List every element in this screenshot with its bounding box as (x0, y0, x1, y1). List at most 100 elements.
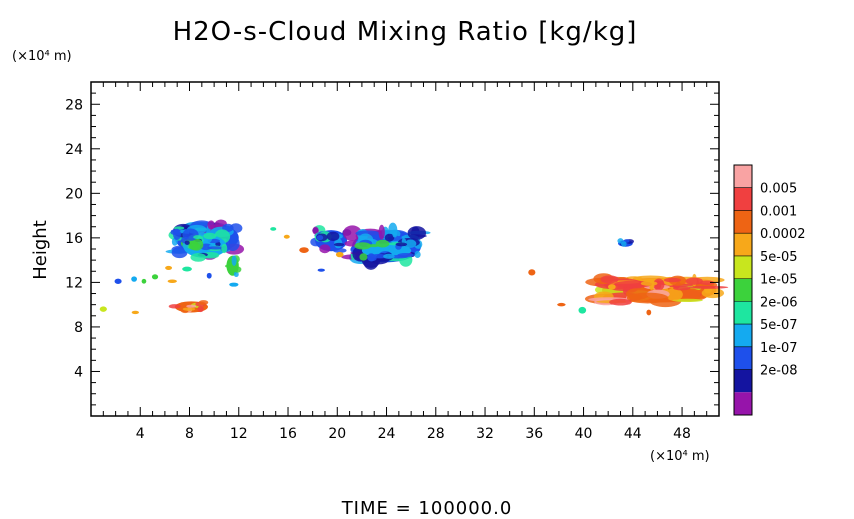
cloud-speckle (333, 248, 347, 254)
cloud-fragment (99, 306, 107, 312)
cloud-speckle (383, 253, 395, 259)
cloud-fragment (131, 276, 138, 282)
x-tick-label: 44 (624, 426, 642, 442)
y-tick-label: 24 (65, 142, 83, 158)
colorbar-label: 2e-06 (760, 295, 798, 310)
colorbar: 0.005 0.001 0.0002 5e-05 1e-05 2e-06 5e-07 1e-0… (733, 164, 806, 416)
y-tick-label: 20 (65, 186, 83, 202)
colorbar-swatch (734, 301, 752, 325)
colorbar-label: 0.001 (760, 204, 797, 219)
x-tick-labels: 4 8 12 16 20 24 28 32 36 40 44 48 (136, 426, 691, 442)
cloud-speckle (207, 246, 225, 250)
colorbar-label: 5e-05 (760, 250, 798, 265)
cloud-speckle (654, 280, 662, 290)
colorbar-swatch (734, 346, 752, 370)
x-tick-label: 20 (328, 426, 346, 442)
cloud-speckle (203, 232, 217, 240)
cloud-speckle (316, 235, 324, 241)
cloud-speckle (197, 305, 204, 313)
cloud-speckle (193, 235, 202, 240)
cloud-speckle (190, 253, 207, 262)
y-tick-label: 16 (65, 231, 83, 247)
cloud-fragment (608, 284, 616, 290)
cloud-speckle (378, 224, 385, 240)
cloud-speckle (621, 241, 627, 247)
colorbar-label: 5e-07 (760, 318, 798, 333)
y-unit-label: (×10⁴ m) (12, 49, 72, 64)
cloud-speckle (359, 253, 368, 261)
cloud-speckle (354, 242, 372, 250)
cloud-speckle (225, 264, 231, 268)
colorbar-label: 1e-05 (760, 273, 798, 288)
cloud-speckle (672, 298, 703, 302)
cloud-speckle (233, 266, 242, 273)
y-tick-label: 28 (65, 97, 83, 113)
cloud-speckle (326, 231, 340, 241)
cloud-speckle (182, 307, 196, 311)
cloud-fragment (141, 278, 147, 284)
colorbar-label: 2e-08 (760, 364, 798, 379)
x-unit-label: (×10⁴ m) (650, 449, 710, 464)
cloud-speckle (600, 275, 619, 284)
colorbar-swatch (734, 210, 752, 234)
cloud-fragment (578, 306, 587, 314)
cloud-fragment (299, 247, 309, 254)
cloud-fragment (557, 302, 566, 307)
y-tick-label: 4 (74, 364, 83, 380)
cloud-speckle (173, 228, 181, 241)
x-tick-label: 16 (279, 426, 297, 442)
cloud-speckle (207, 220, 215, 230)
cloud-fragment (182, 266, 192, 272)
cloud-speckle (371, 253, 388, 259)
colorbar-frame (733, 164, 753, 416)
cloud-speckle (688, 285, 729, 289)
colorbar-swatch (734, 324, 752, 347)
cloud-field (99, 219, 729, 316)
cloud-fragment (229, 282, 239, 287)
cloud-speckle (395, 242, 408, 247)
cloud-speckle (221, 243, 228, 254)
cloud-speckle (198, 300, 209, 305)
colorbar-label: 0.005 (760, 182, 797, 197)
cloud-fragment (165, 265, 173, 270)
colorbar-label: 1e-07 (760, 341, 798, 356)
cloud-fragment (335, 251, 344, 258)
x-tick-label: 40 (575, 426, 593, 442)
cloud-fragment (646, 309, 652, 316)
cloud-speckle (685, 277, 703, 285)
cloud-speckle (404, 239, 417, 248)
cloud-speckle (626, 292, 669, 304)
y-axis-label: Height (30, 220, 51, 280)
cloud-speckle (699, 280, 715, 285)
y-tick-labels: 4 8 12 16 20 24 28 (65, 97, 83, 380)
x-tick-label: 4 (136, 426, 145, 442)
cloud-speckle (665, 288, 683, 301)
plot-frame (90, 81, 720, 417)
axis-ticks (91, 82, 719, 416)
cloud-speckle (407, 226, 427, 240)
colorbar-swatch (734, 165, 752, 188)
cloud-fragment (167, 279, 177, 284)
cloud-fragment (270, 227, 277, 231)
cloud-speckle (333, 242, 345, 247)
cloud-speckle (168, 304, 181, 309)
cloud-fragment (528, 269, 536, 276)
x-tick-label: 8 (185, 426, 194, 442)
cloud-speckle (184, 240, 190, 245)
cloud-speckle (215, 241, 221, 247)
colorbar-swatch (734, 278, 752, 302)
cloud-speckle (414, 250, 421, 259)
cloud-speckle (319, 244, 331, 254)
cloud-speckle (231, 255, 237, 266)
y-tick-label: 12 (65, 275, 83, 291)
cloud-fragment (283, 234, 290, 239)
cloud-speckle (609, 298, 632, 306)
colorbar-swatch (734, 255, 752, 279)
chart-title: H2O-s-Cloud Mixing Ratio [kg/kg] (173, 17, 638, 47)
cloud-speckle (673, 286, 691, 291)
cloud-speckle (640, 281, 658, 286)
time-label: TIME = 100000.0 (341, 498, 513, 519)
cloud-fragment (317, 268, 325, 272)
cloud-speckle (186, 304, 197, 308)
